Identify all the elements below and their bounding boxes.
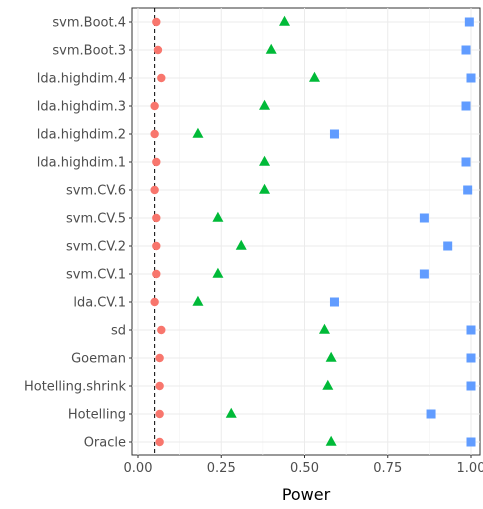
circle-point <box>153 45 163 55</box>
triangle-point <box>322 379 334 390</box>
triangle-point <box>212 267 224 278</box>
y-tick-label: lda.highdim.1 <box>37 156 126 171</box>
circle-point <box>155 353 164 363</box>
x-tick-label: 0.00 <box>124 461 153 476</box>
data-points <box>150 15 476 447</box>
circle-point <box>150 185 159 195</box>
y-tick-label: sd <box>111 324 126 339</box>
triangle-point <box>192 295 204 306</box>
y-tick-label: lda.CV.1 <box>73 296 126 311</box>
x-tick-label: 1.00 <box>457 461 483 476</box>
circle-point <box>152 269 161 279</box>
triangle-point <box>318 323 330 334</box>
triangle-point <box>259 155 271 166</box>
square-point <box>466 381 476 391</box>
square-point <box>461 157 471 167</box>
triangle-point <box>235 239 247 250</box>
triangle-point <box>265 43 277 54</box>
x-tick-labels: 0.00 0.25 0.50 0.75 1.00 <box>124 455 483 476</box>
y-tick-label: Oracle <box>84 436 126 451</box>
x-tick-label: 0.75 <box>373 461 402 476</box>
circle-point <box>150 297 159 307</box>
triangle-point <box>259 183 271 194</box>
square-point <box>461 45 471 55</box>
square-point <box>461 101 471 111</box>
y-tick-label: svm.CV.1 <box>66 268 126 283</box>
circle-point <box>152 17 161 27</box>
x-axis-title: Power <box>282 485 331 504</box>
x-tick-label: 0.25 <box>207 461 236 476</box>
square-point <box>329 129 339 139</box>
circle-point <box>155 409 164 419</box>
circle-point <box>150 129 159 139</box>
grid-lines <box>132 8 480 455</box>
square-point <box>466 73 476 83</box>
square-point <box>466 437 476 447</box>
y-tick-label: lda.highdim.2 <box>37 128 126 143</box>
square-point <box>466 353 476 363</box>
triangle-point <box>192 127 204 138</box>
y-tick-label: svm.CV.6 <box>66 184 126 199</box>
y-tick-label: Goeman <box>71 352 126 367</box>
square-point <box>426 409 436 419</box>
triangle-point <box>325 351 337 362</box>
y-tick-label: lda.highdim.4 <box>37 72 126 87</box>
square-point <box>464 17 474 27</box>
triangle-point <box>325 435 337 446</box>
triangle-point <box>279 15 291 26</box>
y-tick-label: svm.CV.5 <box>66 212 126 227</box>
y-tick-label: svm.CV.2 <box>66 240 126 255</box>
circle-point <box>157 73 166 83</box>
square-point <box>329 297 339 307</box>
triangle-point <box>259 99 271 110</box>
y-tick-label: Hotelling.shrink <box>24 380 126 395</box>
y-tick-label: svm.Boot.4 <box>52 16 126 31</box>
y-tick-label: lda.highdim.3 <box>37 100 126 115</box>
x-tick-label: 0.50 <box>290 461 319 476</box>
square-point <box>466 325 476 335</box>
circle-point <box>150 101 159 111</box>
square-point <box>419 269 429 279</box>
y-tick-label: svm.Boot.3 <box>52 44 126 59</box>
square-point <box>443 241 453 251</box>
circle-point <box>152 213 161 223</box>
circle-point <box>152 157 161 167</box>
circle-point <box>152 241 161 251</box>
plot-panel <box>131 7 481 456</box>
triangle-point <box>225 407 237 418</box>
square-point <box>419 213 429 223</box>
circle-point <box>155 437 164 447</box>
triangle-point <box>212 211 224 222</box>
triangle-point <box>308 71 320 82</box>
y-tick-labels: svm.Boot.4 svm.Boot.3 lda.highdim.4 lda.hig… <box>24 16 132 451</box>
circle-point <box>157 325 166 335</box>
circle-point <box>155 381 164 391</box>
y-tick-label: Hotelling <box>68 408 126 423</box>
square-point <box>463 185 473 195</box>
